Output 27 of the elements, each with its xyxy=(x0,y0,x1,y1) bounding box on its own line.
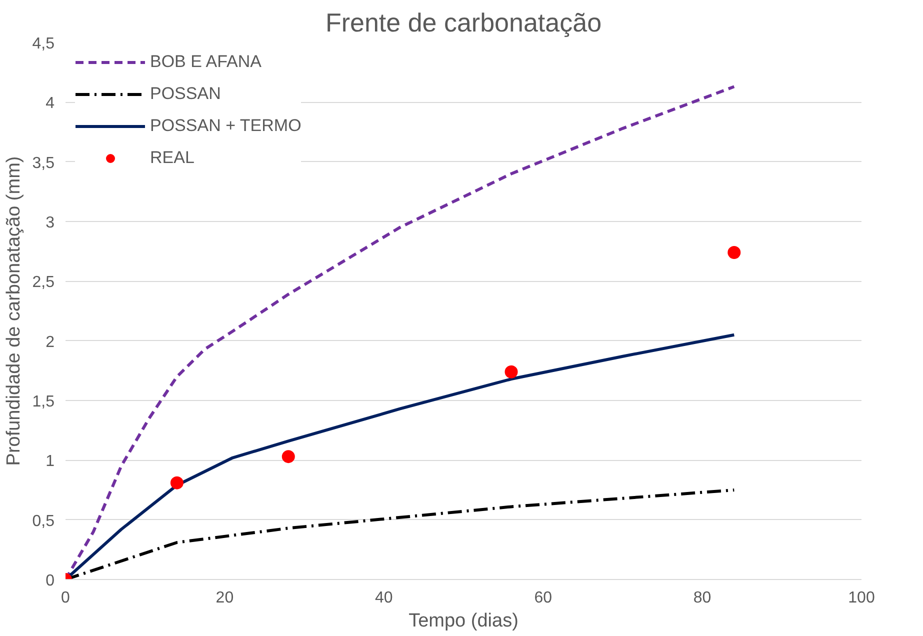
x-tick-label: 40 xyxy=(375,590,393,606)
y-tick-label: 3,5 xyxy=(32,154,55,172)
legend-label: POSSAN xyxy=(150,84,221,104)
legend-label: BOB E AFANA xyxy=(150,52,262,72)
point xyxy=(728,246,741,260)
x-tick-label: 0 xyxy=(61,590,70,606)
point xyxy=(504,365,518,378)
y-tick-label: 1,5 xyxy=(32,394,55,410)
y-tick-label: 3 xyxy=(46,214,55,232)
x-axis-title: Tempo (dias) xyxy=(408,610,518,632)
y-axis-title: Profundidade de carbonatação (mm) xyxy=(3,156,24,466)
y-tick-label: 2,5 xyxy=(32,274,55,292)
x-tick-label: 100 xyxy=(848,590,875,606)
legend-label: POSSAN + TERMO xyxy=(150,116,302,136)
x-tick-label: 80 xyxy=(693,590,712,606)
y-tick-label: 4,5 xyxy=(32,36,55,52)
y-tick-label: 0,5 xyxy=(32,512,55,530)
point xyxy=(170,476,184,490)
y-tick-label: 2 xyxy=(46,334,55,351)
x-tick-label: 20 xyxy=(216,590,234,606)
y-tick-label: 1 xyxy=(46,453,55,470)
point xyxy=(282,450,295,464)
x-tick-label: 60 xyxy=(534,590,552,606)
legend-label: REAL xyxy=(150,148,194,168)
chart-title: Frente de carbonatação xyxy=(325,8,602,38)
y-tick-label: 0 xyxy=(46,572,55,590)
y-tick-label: 4 xyxy=(46,95,55,112)
